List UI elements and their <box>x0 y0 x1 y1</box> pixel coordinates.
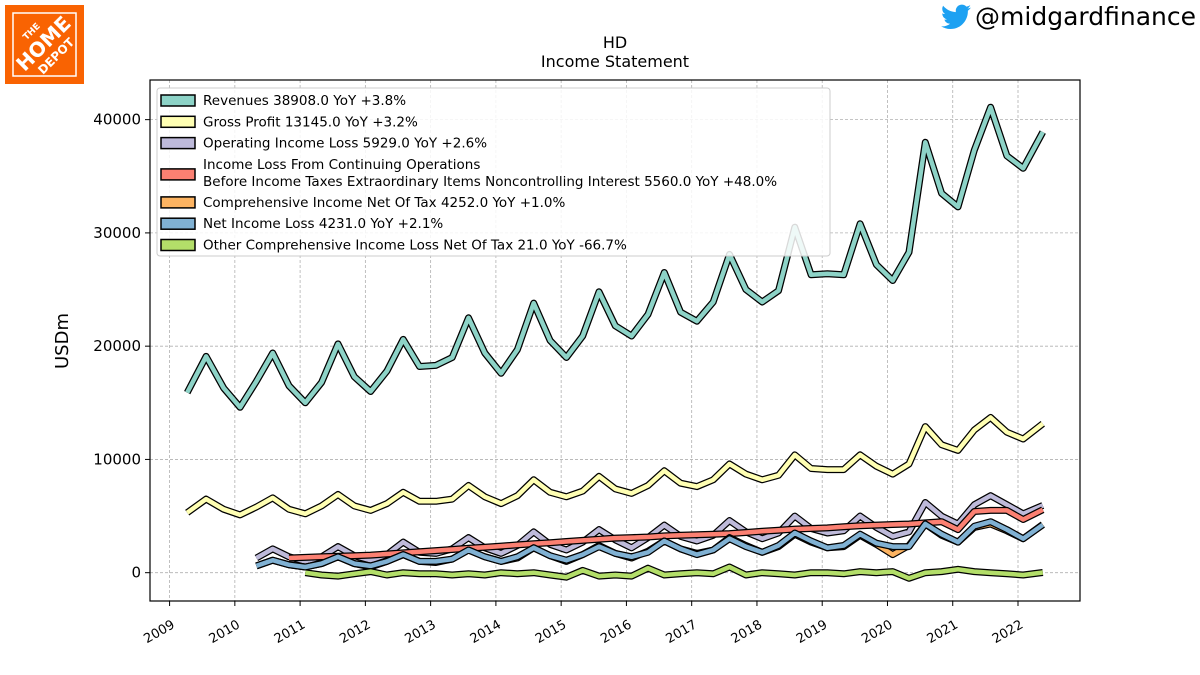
series-line <box>255 519 1045 570</box>
legend-swatch <box>160 136 196 150</box>
legend-swatch <box>160 94 196 107</box>
y-tick-label: 30000 <box>93 224 141 242</box>
x-tick-label: 2014 <box>468 617 504 647</box>
x-tick-label: 2020 <box>859 617 895 647</box>
y-tick-label: 20000 <box>93 337 141 355</box>
twitter-handle-text: @midgardfinance <box>975 2 1196 31</box>
legend-swatch <box>160 115 196 129</box>
home-depot-logo: THE HOME DEPOT <box>5 5 84 84</box>
series-outline <box>185 414 1045 519</box>
series-line <box>185 415 1045 518</box>
series-line <box>185 104 1045 410</box>
x-tick-label: 2021 <box>925 617 961 647</box>
x-tick-label: 2012 <box>337 617 373 647</box>
x-tick-label: 2009 <box>141 617 177 647</box>
legend-label: Gross Profit 13145.0 YoY +3.2% <box>203 114 418 130</box>
twitter-bird-icon <box>941 4 972 29</box>
legend-label: Before Income Taxes Extraordinary Items … <box>203 174 777 190</box>
series-line <box>304 564 1044 581</box>
legend-label: Comprehensive Income Net Of Tax 4252.0 Y… <box>203 195 566 211</box>
legend-swatch <box>160 238 196 252</box>
legend-label: Revenues 38908.0 YoY +3.8% <box>203 93 406 109</box>
legend-label: Other Comprehensive Income Loss Net Of T… <box>203 238 627 254</box>
twitter-handle[interactable]: @midgardfinance <box>941 2 1196 31</box>
legend: Revenues 38908.0 YoY +3.8% Gross Profit 1… <box>156 87 831 257</box>
legend-swatch <box>160 217 196 230</box>
y-tick-label: 10000 <box>93 450 141 468</box>
x-tick-label: 2016 <box>598 617 634 647</box>
legend-box <box>156 87 831 257</box>
legend-swatch <box>160 196 196 209</box>
x-tick-label: 2019 <box>794 617 830 647</box>
x-tick-label: 2010 <box>207 617 243 647</box>
chart-subtitle: Income Statement <box>541 52 689 71</box>
legend-label: Operating Income Loss 5929.0 YoY +2.6% <box>203 136 487 152</box>
x-tick-label: 2017 <box>664 617 700 647</box>
x-tick-label: 2022 <box>990 617 1026 647</box>
y-tick-label: 40000 <box>93 111 141 129</box>
chart-title: HD <box>603 33 627 52</box>
series-line <box>288 507 1044 561</box>
legend-label: Net Income Loss 4231.0 YoY +2.1% <box>203 216 443 232</box>
y-tick-label: 0 <box>131 564 141 582</box>
y-axis-label: USDm <box>52 313 73 369</box>
x-tick-label: 2011 <box>272 617 308 647</box>
legend-label: Income Loss From Continuing Operations <box>203 157 480 173</box>
legend-swatch <box>160 168 196 181</box>
x-tick-label: 2015 <box>533 617 569 647</box>
x-tick-label: 2018 <box>729 617 765 647</box>
x-tick-label: 2013 <box>402 617 438 647</box>
plot-frame <box>149 79 1081 602</box>
series-lines <box>184 103 1046 582</box>
